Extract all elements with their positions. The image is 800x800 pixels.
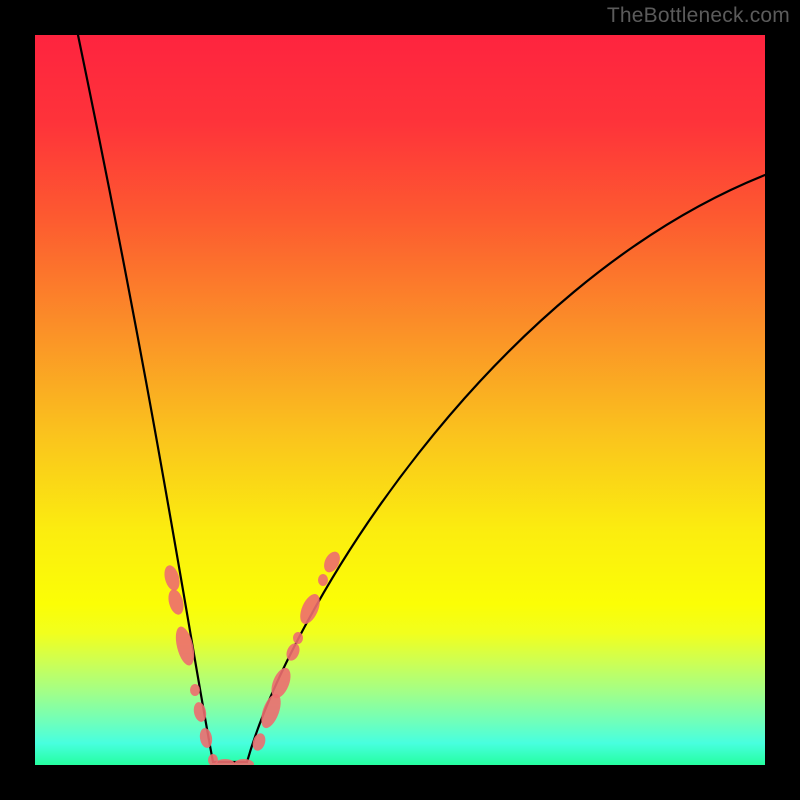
stage: TheBottleneck.com [0,0,800,800]
curve-marker [318,574,328,586]
curve-marker [293,632,303,644]
watermark-text: TheBottleneck.com [607,4,790,28]
bottleneck-chart [0,0,800,800]
chart-gradient-background [35,35,765,765]
curve-marker [190,684,200,696]
